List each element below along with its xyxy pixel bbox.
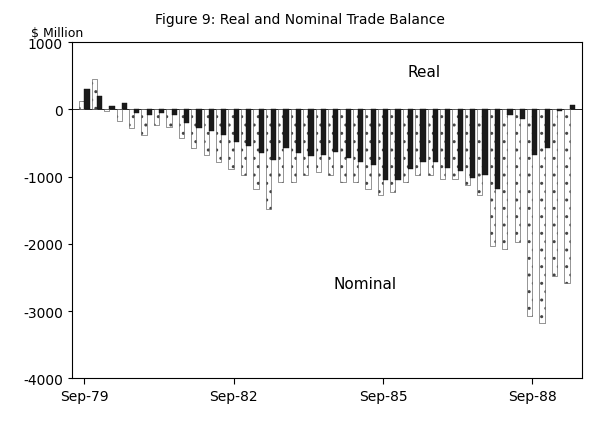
Text: Nominal: Nominal (333, 276, 397, 291)
Bar (328, 110, 333, 176)
Bar (266, 110, 271, 209)
Bar (565, 110, 569, 283)
Bar (246, 110, 251, 147)
Bar (216, 110, 221, 163)
Bar (316, 110, 321, 172)
Bar (79, 102, 85, 110)
Bar (253, 110, 259, 189)
Bar (303, 110, 308, 176)
Bar (159, 110, 164, 114)
Text: Figure 9: Real and Nominal Trade Balance: Figure 9: Real and Nominal Trade Balance (155, 13, 445, 27)
Bar (433, 110, 438, 163)
Bar (539, 110, 545, 323)
Bar (440, 110, 445, 179)
Bar (403, 110, 408, 182)
Bar (172, 110, 177, 115)
Bar (134, 110, 139, 114)
Bar (458, 110, 463, 172)
Bar (221, 110, 226, 135)
Bar (490, 110, 495, 246)
Bar (85, 90, 89, 110)
Bar (209, 110, 214, 132)
Bar (408, 110, 413, 169)
Bar (545, 110, 550, 149)
Bar (146, 110, 152, 115)
Bar (142, 110, 146, 135)
Bar (552, 110, 557, 276)
Bar (527, 110, 532, 316)
Bar (557, 110, 562, 112)
Bar (179, 110, 184, 139)
Bar (97, 97, 102, 110)
Bar (104, 110, 109, 112)
Bar (109, 107, 115, 110)
Bar (241, 110, 246, 176)
Bar (203, 110, 209, 156)
Bar (365, 110, 371, 189)
Bar (465, 110, 470, 186)
Bar (515, 110, 520, 243)
Bar (184, 110, 189, 123)
Bar (271, 110, 276, 160)
Bar (508, 110, 512, 115)
Bar (129, 110, 134, 129)
Bar (428, 110, 433, 176)
Bar (308, 110, 314, 157)
Bar (395, 110, 401, 181)
Bar (445, 110, 451, 169)
Bar (283, 110, 289, 149)
Bar (383, 110, 388, 181)
Bar (346, 110, 351, 158)
Bar (452, 110, 458, 179)
Text: Real: Real (408, 65, 441, 80)
Bar (296, 110, 301, 154)
Bar (340, 110, 346, 182)
Bar (520, 110, 525, 120)
Bar (353, 110, 358, 182)
Bar (278, 110, 283, 182)
Text: $ Million: $ Million (31, 27, 83, 40)
Bar (290, 110, 296, 182)
Bar (569, 106, 575, 110)
Bar (154, 110, 159, 126)
Bar (234, 110, 239, 142)
Bar (321, 110, 326, 156)
Bar (259, 110, 264, 154)
Bar (482, 110, 488, 176)
Bar (333, 110, 338, 152)
Bar (502, 110, 508, 249)
Bar (420, 110, 425, 163)
Bar (196, 110, 202, 129)
Bar (166, 110, 172, 128)
Bar (378, 110, 383, 196)
Bar (390, 110, 395, 193)
Bar (371, 110, 376, 166)
Bar (532, 110, 538, 156)
Bar (495, 110, 500, 189)
Bar (415, 110, 420, 176)
Bar (92, 80, 97, 110)
Bar (191, 110, 196, 149)
Bar (477, 110, 482, 196)
Bar (229, 110, 234, 169)
Bar (122, 103, 127, 110)
Bar (116, 110, 122, 122)
Bar (358, 110, 364, 163)
Bar (470, 110, 475, 178)
